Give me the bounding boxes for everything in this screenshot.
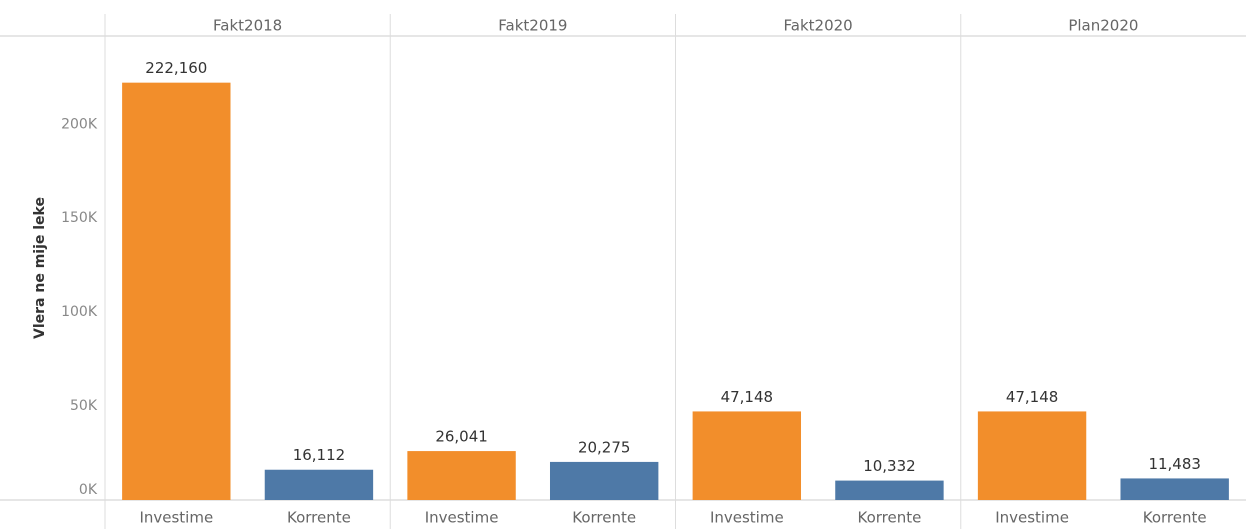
y-tick-label: 150K	[61, 210, 98, 226]
bar	[264, 469, 374, 500]
value-label: 47,148	[1006, 388, 1059, 406]
bar	[122, 82, 231, 500]
value-label: 26,041	[435, 428, 488, 446]
value-label: 10,332	[863, 457, 916, 475]
value-label: 222,160	[145, 59, 207, 77]
bar	[835, 480, 944, 500]
x-tick-label: Investime	[139, 509, 213, 527]
panel-header: Fakt2020	[784, 17, 853, 35]
bar	[1120, 478, 1229, 500]
y-tick-label: 0K	[79, 482, 98, 498]
value-label: 16,112	[293, 446, 346, 464]
x-tick-label: Investime	[425, 509, 499, 527]
bar	[549, 461, 659, 500]
x-tick-label: Investime	[710, 509, 784, 527]
bar	[407, 451, 516, 500]
x-tick-label: Korrente	[572, 509, 636, 527]
panel-header: Plan2020	[1068, 17, 1138, 35]
y-tick-label: 100K	[61, 304, 98, 320]
x-tick-label: Korrente	[858, 509, 922, 527]
panel-header: Fakt2018	[213, 17, 282, 35]
bar	[692, 411, 802, 500]
value-label: 11,483	[1148, 455, 1201, 473]
bar	[977, 411, 1087, 500]
x-tick-label: Investime	[995, 509, 1069, 527]
value-label: 47,148	[721, 388, 774, 406]
x-tick-label: Korrente	[287, 509, 351, 527]
y-tick-label: 50K	[70, 398, 98, 414]
y-tick-label: 200K	[61, 116, 98, 132]
value-label: 20,275	[578, 438, 631, 456]
x-tick-label: Korrente	[1143, 509, 1207, 527]
y-axis-title: Vlera ne mije leke	[32, 197, 48, 339]
panel-header: Fakt2019	[498, 17, 567, 35]
